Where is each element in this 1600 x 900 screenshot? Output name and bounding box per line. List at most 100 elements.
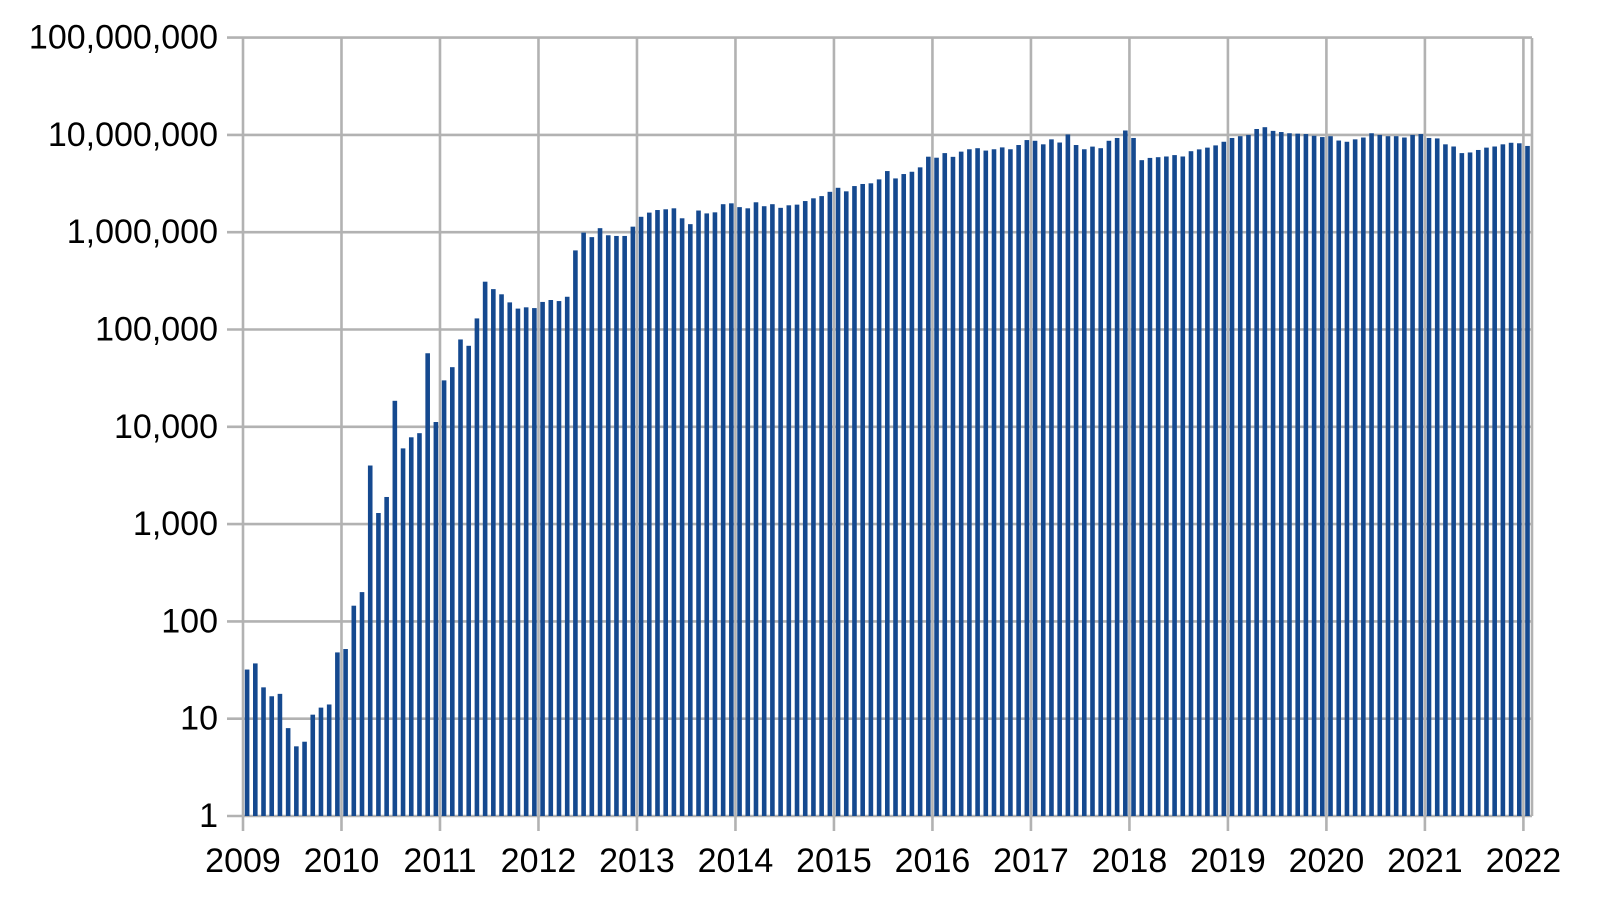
bar-2016-01 xyxy=(934,157,939,817)
bar-2018-09 xyxy=(1196,149,1202,816)
bar-2016-08 xyxy=(991,149,997,817)
bar-2012-08 xyxy=(597,228,603,816)
bar-2019-04 xyxy=(1254,128,1259,817)
bar-2020-11 xyxy=(1410,134,1415,816)
bar-2009-07 xyxy=(294,746,299,816)
bar-2020-08 xyxy=(1385,136,1391,816)
bar-2009-10 xyxy=(318,707,324,816)
bar-2011-11 xyxy=(523,307,529,816)
bar-2020-12 xyxy=(1418,134,1424,816)
y-tick-label: 100,000,000 xyxy=(29,19,218,57)
bar-2020-01 xyxy=(1328,136,1333,816)
bar-2016-10 xyxy=(1008,149,1013,817)
x-tick-label: 2012 xyxy=(501,842,577,880)
bar-2020-05 xyxy=(1361,137,1366,817)
bar-2013-04 xyxy=(663,209,668,816)
bar-2010-10 xyxy=(417,433,422,816)
bar-2019-08 xyxy=(1287,133,1292,816)
bar-2019-11 xyxy=(1311,135,1317,816)
bar-2020-09 xyxy=(1393,136,1399,816)
bar-2014-10 xyxy=(811,198,816,816)
bar-2013-09 xyxy=(704,213,710,816)
bar-2016-11 xyxy=(1016,145,1021,816)
bar-2018-03 xyxy=(1147,157,1153,816)
bar-2014-02 xyxy=(745,208,751,816)
y-tick-label: 100 xyxy=(161,602,218,640)
bar-2012-12 xyxy=(630,226,636,817)
bar-2009-08 xyxy=(302,741,307,816)
bar-2013-10 xyxy=(712,212,718,817)
y-tick-label: 10,000 xyxy=(114,408,218,446)
bar-2022-01 xyxy=(1525,145,1530,816)
bar-2019-07 xyxy=(1278,132,1284,816)
bar-2021-03 xyxy=(1443,144,1448,816)
x-tick-label: 2016 xyxy=(895,842,971,880)
bar-2019-01 xyxy=(1229,137,1235,816)
bar-2013-11 xyxy=(720,204,726,816)
bar-2013-06 xyxy=(679,218,685,816)
bar-2010-01 xyxy=(343,649,348,816)
bar-2012-06 xyxy=(581,232,586,816)
bar-2011-01 xyxy=(441,380,447,816)
bar-2009-11 xyxy=(326,704,332,816)
bar-2014-11 xyxy=(819,196,824,816)
bar-2020-03 xyxy=(1344,141,1350,817)
bar-2018-12 xyxy=(1221,141,1227,817)
bar-2014-01 xyxy=(737,207,742,816)
bar-2014-06 xyxy=(778,207,783,817)
x-tick-label: 2018 xyxy=(1092,842,1168,880)
bar-2021-06 xyxy=(1467,152,1473,816)
bar-2016-12 xyxy=(1024,140,1030,816)
bar-2014-05 xyxy=(770,204,775,816)
bar-2014-07 xyxy=(786,205,792,816)
bar-2017-07 xyxy=(1081,149,1087,817)
bar-2010-12 xyxy=(433,422,439,816)
bar-2010-04 xyxy=(367,465,373,816)
x-tick-label: 2022 xyxy=(1486,842,1562,880)
y-tick-label: 10 xyxy=(180,700,218,738)
bar-2011-09 xyxy=(507,302,513,816)
bar-2016-07 xyxy=(983,150,989,817)
bar-2019-09 xyxy=(1295,133,1300,816)
bar-2012-05 xyxy=(573,250,578,816)
bar-2018-10 xyxy=(1205,147,1210,816)
bar-2015-04 xyxy=(860,183,865,817)
bar-2009-02 xyxy=(253,663,258,816)
bar-2021-08 xyxy=(1484,147,1489,816)
x-tick-label: 2015 xyxy=(796,842,872,880)
bar-2015-08 xyxy=(893,178,898,816)
bar-2011-05 xyxy=(474,318,480,816)
bar-2016-06 xyxy=(975,148,980,817)
bar-2013-05 xyxy=(671,208,677,816)
bar-2021-02 xyxy=(1434,138,1440,816)
bar-2018-06 xyxy=(1172,155,1177,817)
bar-2021-12 xyxy=(1516,143,1522,817)
y-tick-label: 100,000 xyxy=(95,311,218,349)
bar-2016-05 xyxy=(967,149,972,817)
bar-2015-10 xyxy=(909,171,915,817)
bar-2015-02 xyxy=(843,191,849,816)
bar-2018-08 xyxy=(1188,151,1194,816)
bar-2017-06 xyxy=(1073,145,1079,816)
bar-2016-09 xyxy=(999,147,1005,817)
x-tick-label: 2010 xyxy=(304,842,380,880)
bar-2015-12 xyxy=(926,156,931,816)
bar-2013-08 xyxy=(696,210,701,817)
bar-2015-01 xyxy=(835,187,841,816)
bar-2011-08 xyxy=(499,294,504,816)
bar-2015-07 xyxy=(885,171,890,817)
bar-2021-10 xyxy=(1500,144,1506,816)
bar-2021-04 xyxy=(1451,146,1456,817)
y-tick-label: 1 xyxy=(199,797,218,835)
bar-2013-12 xyxy=(729,203,734,816)
bar-2013-01 xyxy=(638,216,644,817)
bar-2014-03 xyxy=(753,202,759,816)
bar-2018-01 xyxy=(1131,137,1136,816)
bar-2021-09 xyxy=(1492,146,1497,817)
y-tick-label: 10,000,000 xyxy=(48,116,218,154)
bar-2020-04 xyxy=(1352,139,1358,817)
bar-2020-02 xyxy=(1336,140,1342,817)
bar-2015-03 xyxy=(852,186,857,816)
bar-2019-12 xyxy=(1320,137,1325,816)
